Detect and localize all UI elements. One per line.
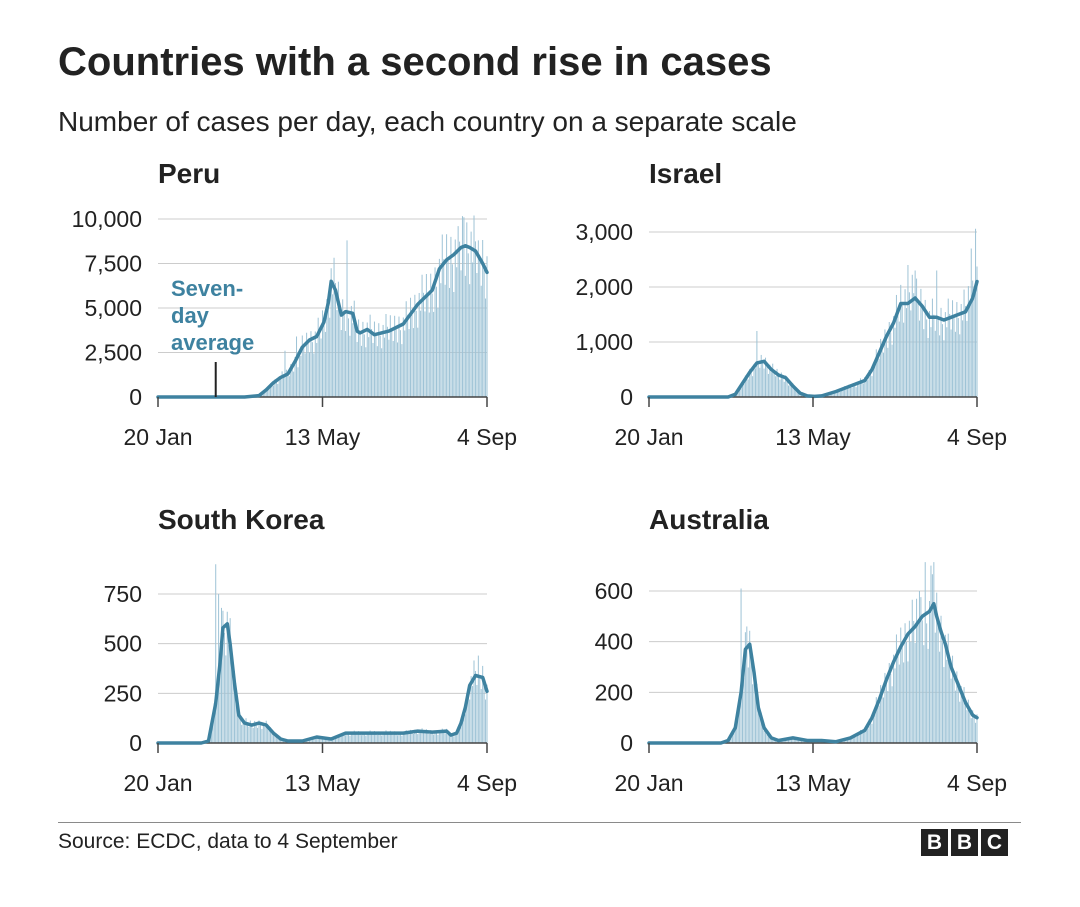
annotation-label: Seven- — [171, 276, 243, 301]
y-tick-label: 5,000 — [84, 295, 142, 321]
x-tick-label: 13 May — [285, 424, 361, 450]
y-tick-label: 200 — [595, 679, 633, 705]
y-tick-label: 0 — [620, 730, 633, 756]
source-divider — [58, 822, 1021, 823]
panel-title: Australia — [649, 504, 769, 535]
logo-letter: B — [921, 829, 948, 856]
chart-subtitle: Number of cases per day, each country on… — [58, 106, 797, 137]
x-tick-label: 13 May — [775, 770, 851, 796]
y-tick-label: 2,500 — [84, 340, 142, 366]
panel-title: South Korea — [158, 504, 325, 535]
x-tick-label: 4 Sep — [947, 770, 1007, 796]
y-tick-label: 400 — [595, 629, 633, 655]
bbc-logo: B B C — [921, 829, 1008, 856]
seven-day-average-line — [156, 622, 489, 745]
y-tick-label: 1,000 — [575, 329, 633, 355]
y-tick-label: 2,000 — [575, 274, 633, 300]
source-note: Source: ECDC, data to 4 September — [58, 830, 398, 853]
y-tick-label: 750 — [104, 581, 142, 607]
x-tick-label: 20 Jan — [123, 424, 192, 450]
seven-day-average-line — [647, 601, 979, 745]
y-tick-label: 250 — [104, 680, 142, 706]
y-tick-label: 0 — [129, 730, 142, 756]
x-tick-label: 20 Jan — [614, 424, 683, 450]
small-multiples-chart: Peru 0 2,500 5,000 7,500 10,000 20 Jan 13 May 4 … — [72, 158, 1007, 796]
y-tick-label: 500 — [104, 631, 142, 657]
seven-day-average-line — [647, 279, 979, 399]
x-tick-label: 13 May — [285, 770, 361, 796]
x-tick-label: 4 Sep — [947, 424, 1007, 450]
y-tick-label: 0 — [129, 384, 142, 410]
panel-title: Peru — [158, 158, 220, 189]
y-tick-label: 0 — [620, 384, 633, 410]
chart-title: Countries with a second rise in cases — [58, 40, 772, 84]
y-tick-label: 10,000 — [72, 206, 142, 232]
annotation-label: day — [171, 303, 210, 328]
y-tick-label: 600 — [595, 578, 633, 604]
y-tick-label: 3,000 — [575, 219, 633, 245]
logo-letter: B — [951, 829, 978, 856]
x-tick-label: 4 Sep — [457, 770, 517, 796]
x-tick-label: 20 Jan — [123, 770, 192, 796]
annotation-label: average — [171, 330, 254, 355]
logo-letter: C — [981, 829, 1008, 856]
x-tick-label: 4 Sep — [457, 424, 517, 450]
x-tick-label: 20 Jan — [614, 770, 683, 796]
seven-day-average-line — [156, 243, 489, 399]
y-tick-label: 7,500 — [84, 251, 142, 277]
panel-title: Israel — [649, 158, 722, 189]
x-tick-label: 13 May — [775, 424, 851, 450]
